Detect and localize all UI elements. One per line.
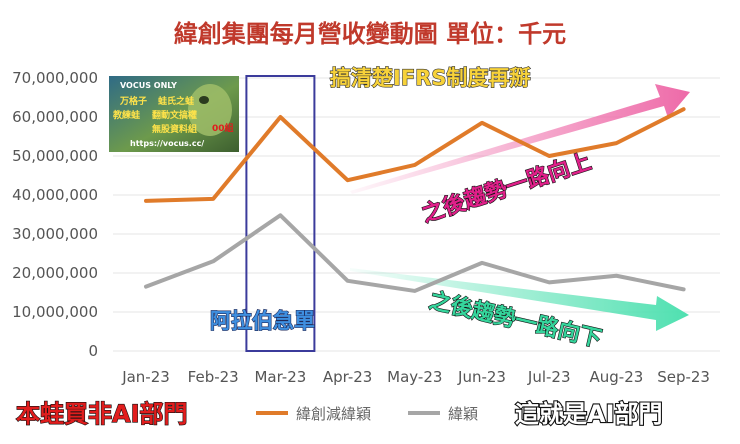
legend: 緯創減緯穎 緯穎	[256, 405, 478, 423]
y-tick-label: 60,000,000	[12, 108, 98, 126]
y-tick-label: 20,000,000	[12, 264, 98, 282]
callout-bottom-right: 這就是AI部門	[515, 400, 663, 428]
x-tick-label: Aug-23	[590, 368, 644, 386]
watermark-author2: 教練蛙	[112, 109, 140, 121]
y-tick-label: 0	[88, 342, 98, 360]
frog-icon	[188, 84, 232, 136]
x-tick-label: Sep-23	[657, 368, 710, 386]
y-tick-label: 30,000,000	[12, 225, 98, 243]
x-tick-label: Feb-23	[188, 368, 239, 386]
watermark-line3: 無股資料組	[152, 123, 197, 135]
chart-title: 緯創集團每月營收變動圖 單位：千元	[174, 20, 566, 48]
y-tick-label: 10,000,000	[12, 303, 98, 321]
callout-bottom-left: 本蛙買非AI部門	[16, 400, 188, 428]
y-tick-label: 50,000,000	[12, 147, 98, 165]
x-tick-label: May-23	[387, 368, 442, 386]
x-axis-ticks: Jan-23 Feb-23 Mar-23 Apr-23 May-23 Jun-23 Jul-…	[121, 368, 710, 386]
y-tick-label: 40,000,000	[12, 186, 98, 204]
march-highlight-box	[245, 75, 316, 352]
watermark-url: https://vocus.cc/	[130, 139, 204, 148]
y-tick-label: 70,000,000	[12, 69, 98, 87]
y-axis-ticks: 0 10,000,000 20,000,000 30,000,000 40,000,00…	[12, 69, 98, 360]
frog-eye-icon	[199, 96, 209, 104]
legend-label-series-2: 緯穎	[448, 405, 478, 423]
watermark-line5: 翻動文搞權	[152, 109, 197, 121]
watermark-author: 万格子	[119, 95, 147, 107]
watermark-badge: 00組	[212, 122, 234, 134]
x-tick-label: Mar-23	[254, 368, 306, 386]
series-line-1	[144, 107, 686, 203]
watermark-logo: VOCUS ONLY 万格子 蛙氏之蛙 教練蛙 翻動文搞權 無股資料組 00組 …	[109, 76, 239, 152]
watermark-line1: VOCUS ONLY	[120, 81, 177, 90]
up-trend-arrow	[350, 84, 690, 194]
callout-ifrs: 搞清楚IFRS制度再掰	[330, 66, 530, 90]
callout-march: 阿拉伯急單	[210, 309, 315, 333]
legend-label-series-1: 緯創減緯穎	[296, 405, 371, 423]
x-tick-label: Apr-23	[323, 368, 373, 386]
callout-up-trend: 之後趨勢一路向上	[419, 149, 594, 228]
x-tick-label: Jun-23	[457, 368, 506, 386]
series-lines	[144, 107, 686, 293]
watermark-line2: 蛙氏之蛙	[158, 95, 194, 107]
series-line-2	[144, 213, 686, 293]
x-tick-label: Jan-23	[121, 368, 170, 386]
x-tick-label: Jul-23	[527, 368, 571, 386]
